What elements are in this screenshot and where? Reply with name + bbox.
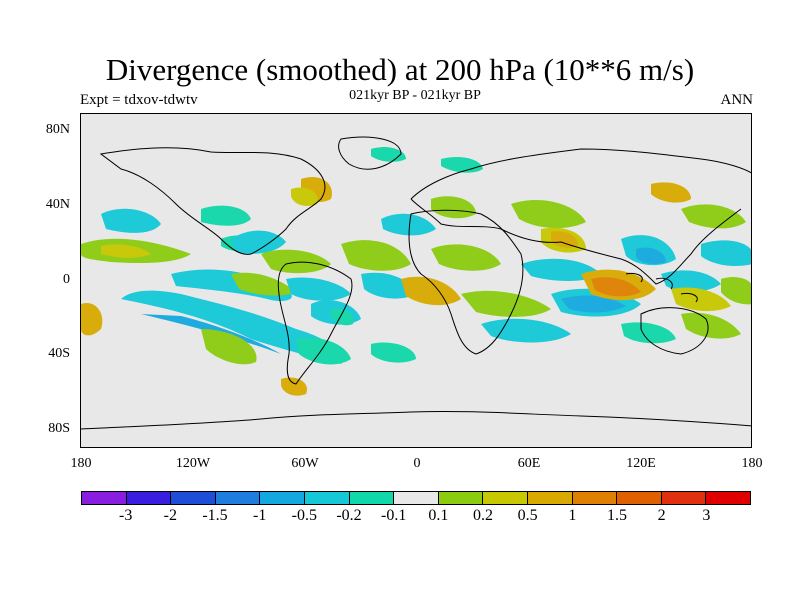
y-tick-label: 40S (48, 346, 70, 361)
colorbar-box (260, 492, 305, 504)
coastline-africa (408, 209, 524, 355)
colorbar-tick-label: 2 (657, 507, 666, 524)
y-tick-label: 40N (45, 197, 70, 212)
contour-fill (551, 231, 579, 248)
contour-fill (371, 147, 406, 162)
contour-fill (331, 308, 354, 326)
colorbar-tick-label: -2 (163, 507, 177, 524)
contour-fill (101, 244, 151, 258)
colorbar-tick-label: -0.2 (336, 507, 362, 524)
colorbar-tick-label: 1.5 (607, 507, 627, 524)
contour-fill (286, 277, 351, 301)
contour-fill (261, 249, 331, 274)
colorbar-tick-label: -0.1 (380, 507, 407, 524)
colorbar-tick-label: 0.5 (517, 507, 538, 524)
coastline-south-america (277, 261, 353, 385)
colorbar-box (82, 492, 127, 504)
x-tick-label: 120W (175, 456, 211, 471)
contour-fill (341, 240, 411, 271)
y-tick-label: 80N (45, 122, 70, 137)
colorbar-tick-label: 3 (702, 507, 711, 524)
x-tick-label: 180 (70, 456, 92, 471)
colorbar-tick-label: -0.5 (291, 507, 317, 524)
x-tick-label: 60E (517, 456, 541, 471)
contour-fill (621, 322, 676, 344)
coastline-islands (625, 273, 698, 303)
contour-fill (201, 205, 251, 226)
coastline-antarctica (81, 410, 751, 430)
y-tick-label: 80S (48, 421, 70, 436)
colorbar-tick-label: 0.1 (428, 507, 449, 524)
contour-fill (121, 290, 343, 364)
coastline-north-america (99, 147, 326, 255)
colorbar-box (126, 492, 172, 504)
contour-fill (651, 182, 691, 203)
colorbar-box (438, 492, 484, 504)
contour-fill (231, 272, 296, 296)
x-tick-label: 180 (741, 456, 763, 471)
x-tick-label: 120E (626, 456, 656, 471)
contour-fills (81, 147, 751, 396)
plot-title: Divergence (smoothed) at 200 hPa (10**6 … (105, 52, 695, 87)
coastline-australia (640, 307, 709, 355)
colorbar-box (483, 492, 528, 504)
colorbar-tick-label: 0.2 (473, 507, 493, 524)
colorbar-tick-label: 1 (568, 507, 577, 524)
colorbar-tick-label: -1 (252, 507, 267, 524)
colorbar-box (661, 492, 707, 504)
colorbar-box (304, 492, 350, 504)
x-tick-label: 0 (413, 456, 421, 471)
contour-fill (361, 272, 416, 299)
colorbar-box (171, 492, 216, 504)
contour-fill (521, 258, 601, 281)
contour-fill (296, 337, 351, 365)
contour-fill (231, 230, 286, 254)
colorbar-box (527, 492, 573, 504)
contour-fill (591, 277, 641, 297)
contour-fill (431, 244, 501, 271)
colorbar-tick-label: -3 (118, 507, 133, 524)
contour-fill (461, 290, 551, 317)
contour-fill (511, 200, 586, 229)
x-tick-label: 60W (291, 456, 319, 471)
colorbar-box (394, 492, 439, 504)
coastlines (81, 136, 751, 430)
colorbar (81, 491, 751, 505)
coastline-eurasia (410, 148, 751, 285)
colorbar-box (572, 492, 618, 504)
contour-fill (441, 157, 483, 173)
coastline-greenland (338, 136, 402, 170)
contour-fill (681, 204, 746, 229)
contour-fill (381, 213, 436, 236)
contour-fill (401, 276, 461, 306)
colorbar-box (215, 492, 261, 504)
contour-fill (561, 295, 626, 313)
contour-fill (636, 247, 666, 265)
contour-fill (81, 303, 103, 336)
contour-fill (371, 342, 416, 363)
y-tick-label: 0 (63, 272, 70, 287)
contour-fill (101, 208, 161, 233)
contour-fill (431, 196, 476, 219)
colorbar-box (349, 492, 395, 504)
season-label: ANN (720, 92, 754, 108)
colorbar-box (706, 492, 750, 504)
plot-subtitle: 021kyr BP - 021kyr BP (349, 88, 481, 103)
contour-fill (721, 277, 751, 305)
contour-fill (661, 270, 721, 292)
contour-fill (681, 312, 741, 339)
experiment-label: Expt = tdxov-tdwtv (80, 92, 198, 108)
colorbar-box (617, 492, 662, 504)
contour-fill (201, 329, 257, 365)
colorbar-tick-label: -1.5 (202, 507, 228, 524)
contour-fill (291, 187, 318, 207)
contour-fill (481, 318, 571, 343)
contour-fill (281, 377, 307, 396)
divergence-map (81, 136, 751, 430)
contour-fill (701, 240, 751, 266)
map-panel (80, 113, 752, 448)
